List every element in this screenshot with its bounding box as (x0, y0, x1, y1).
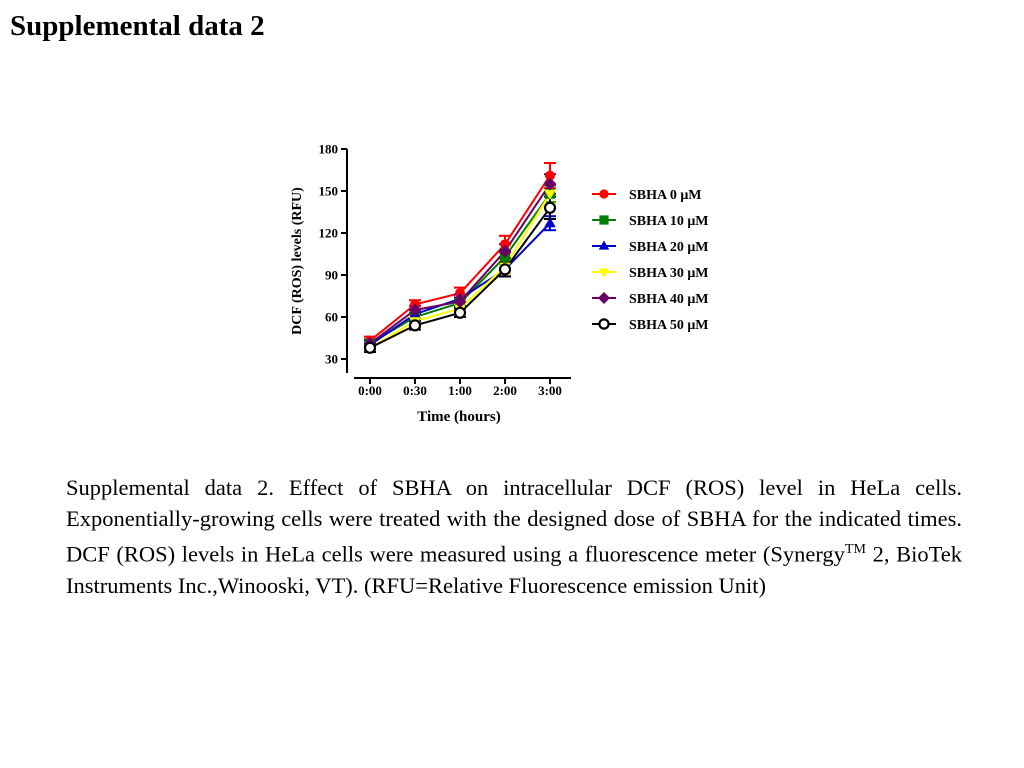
x-tick-label: 2:00 (493, 383, 517, 398)
y-tick-label: 60 (325, 310, 338, 325)
data-point-4 (543, 177, 557, 191)
figure-caption: Supplemental data 2. Effect of SBHA on i… (66, 472, 962, 601)
legend-label: SBHA 10 μM (629, 214, 709, 229)
legend-label: SBHA 50 μM (629, 318, 709, 333)
data-point-4 (453, 295, 467, 309)
legend-marker (598, 292, 610, 304)
legend-marker (598, 268, 610, 278)
page-title: Supplemental data 2 (10, 10, 265, 42)
y-tick-label: 90 (325, 268, 338, 283)
x-axis-label: Time (hours) (417, 409, 500, 425)
data-point-2 (544, 217, 556, 228)
data-point-3 (544, 189, 556, 200)
legend-label: SBHA 20 μM (629, 240, 709, 255)
legend-marker (599, 215, 609, 225)
data-point-0 (500, 239, 510, 250)
data-point-5 (498, 263, 512, 276)
legend-label: SBHA 40 μM (629, 292, 709, 307)
data-point-5 (408, 319, 422, 332)
legend-label: SBHA 30 μM (629, 266, 709, 281)
y-tick-label: 120 (319, 226, 339, 241)
legend-label: SBHA 0 μM (629, 188, 702, 203)
data-point-4 (498, 244, 512, 258)
caption-text-end: 2, BioTek Instruments Inc.,Winooski, VT)… (66, 541, 962, 598)
data-point-0 (545, 170, 555, 181)
data-point-5 (453, 306, 467, 319)
series-line-2 (369, 222, 551, 346)
legend-marker (598, 240, 610, 250)
data-point-5 (363, 341, 377, 354)
y-tick-label: 30 (325, 352, 338, 367)
x-tick-label: 3:00 (538, 383, 562, 398)
x-tick-label: 0:00 (358, 383, 382, 398)
y-axis-label: DCF (ROS) levels (RFU) (290, 187, 305, 335)
caption-text: Supplemental data 2. Effect of SBHA on i… (66, 475, 962, 567)
legend-marker (598, 318, 610, 330)
y-tick-label: 180 (319, 142, 339, 157)
data-point-5 (543, 201, 557, 214)
data-point-4 (408, 303, 422, 317)
legend-marker (599, 189, 609, 199)
caption-trademark: TM (844, 542, 866, 557)
y-tick-label: 150 (319, 184, 339, 199)
x-tick-label: 1:00 (448, 383, 472, 398)
x-tick-label: 0:30 (403, 383, 427, 398)
